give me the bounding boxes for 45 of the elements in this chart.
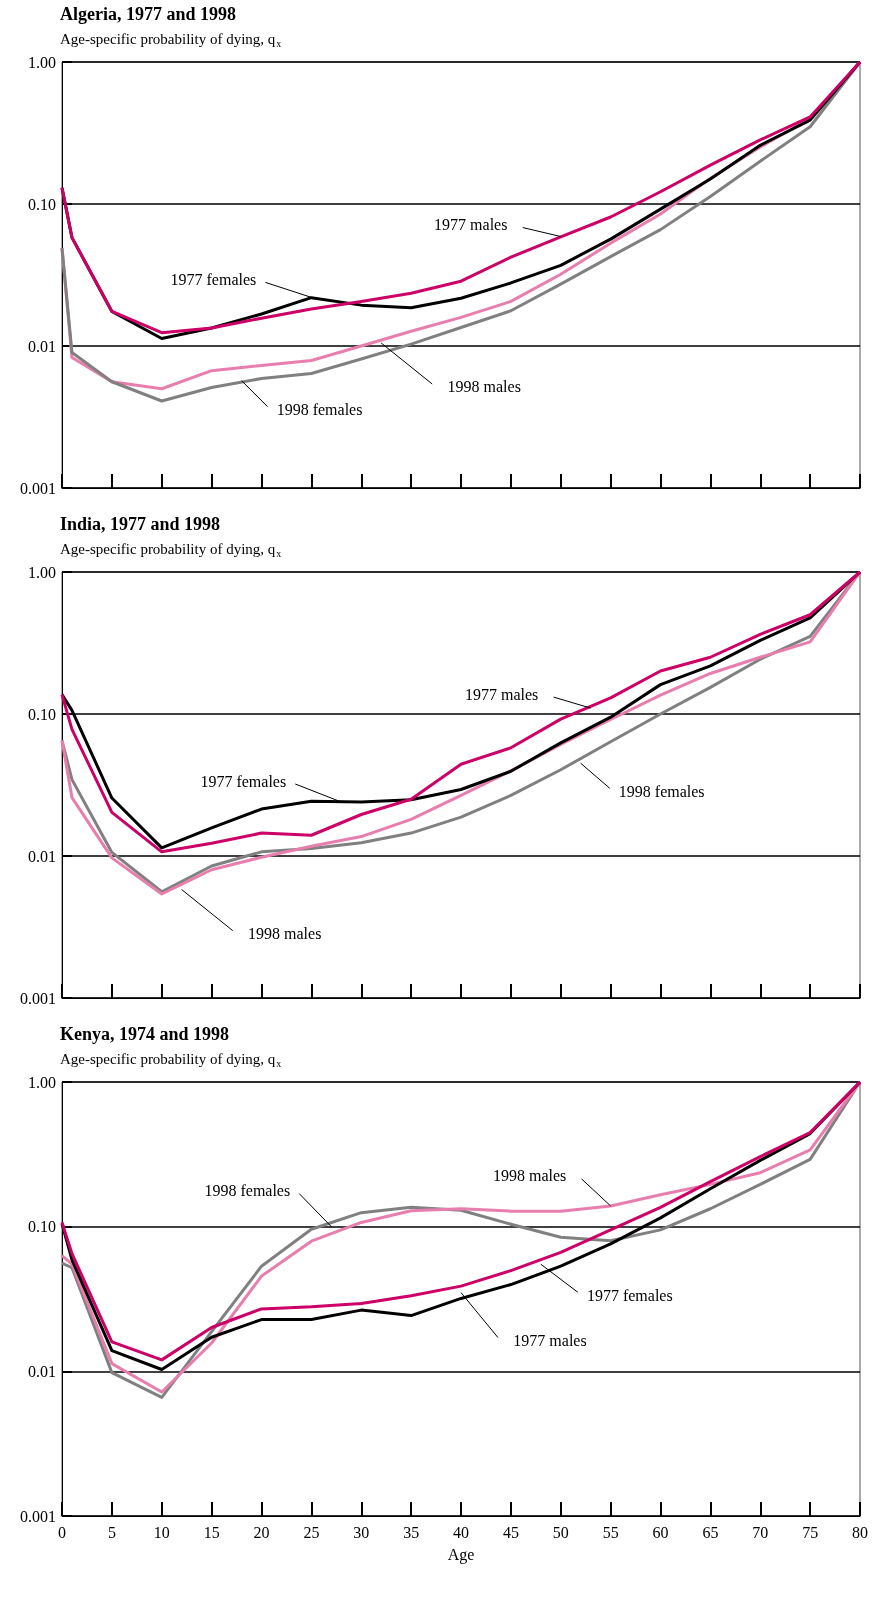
y-tick-label: 0.10 <box>28 195 56 213</box>
x-tick-label: 10 <box>153 1523 170 1541</box>
annotation: 1977 males <box>434 216 508 234</box>
x-tick-label: 25 <box>303 1523 320 1541</box>
chart-title: India, 1977 and 1998 <box>60 514 221 534</box>
x-tick-label: 30 <box>353 1523 370 1541</box>
annotation: 1977 females <box>170 270 257 288</box>
annotation: 1977 males <box>513 1332 587 1350</box>
y-tick-label: 0.01 <box>28 1362 56 1380</box>
x-tick-label: 5 <box>107 1523 116 1541</box>
annotation: 1977 males <box>465 685 539 703</box>
y-tick-label: 0.10 <box>28 1218 56 1236</box>
x-axis-title: Age <box>447 1545 475 1564</box>
y-tick-label: 0.001 <box>20 1507 56 1525</box>
x-tick-label: 50 <box>552 1523 569 1541</box>
x-tick-label: 20 <box>253 1523 270 1541</box>
x-tick-label: 45 <box>502 1523 519 1541</box>
chart-title: Kenya, 1974 and 1998 <box>60 1024 230 1044</box>
y-tick-label: 0.10 <box>28 705 56 723</box>
chart-title: Algeria, 1977 and 1998 <box>60 4 237 24</box>
annotation: 1998 females <box>204 1182 291 1200</box>
annotation: 1998 females <box>618 782 705 800</box>
x-tick-label: 60 <box>652 1523 669 1541</box>
y-tick-label: 0.001 <box>20 479 56 497</box>
x-tick-label: 75 <box>802 1523 819 1541</box>
x-tick-label: 15 <box>203 1523 220 1541</box>
annotation: 1977 females <box>200 772 287 790</box>
x-tick-label: 40 <box>453 1523 469 1541</box>
x-tick-label: 0 <box>58 1523 66 1541</box>
y-tick-label: 1.00 <box>28 1073 56 1091</box>
x-tick-label: 70 <box>752 1523 769 1541</box>
y-tick-label: 1.00 <box>28 53 56 71</box>
y-tick-label: 0.001 <box>20 989 56 1007</box>
y-tick-label: 0.01 <box>28 847 56 865</box>
x-tick-label: 55 <box>602 1523 619 1541</box>
x-tick-label: 35 <box>403 1523 420 1541</box>
annotation: 1998 females <box>276 401 363 419</box>
annotation: 1998 males <box>248 925 322 943</box>
y-tick-label: 0.01 <box>28 337 56 355</box>
annotation: 1998 males <box>447 378 521 396</box>
x-tick-label: 65 <box>702 1523 719 1541</box>
annotation: 1977 females <box>586 1286 673 1304</box>
x-tick-label: 80 <box>852 1523 868 1541</box>
y-tick-label: 1.00 <box>28 563 56 581</box>
annotation: 1998 males <box>492 1167 567 1185</box>
